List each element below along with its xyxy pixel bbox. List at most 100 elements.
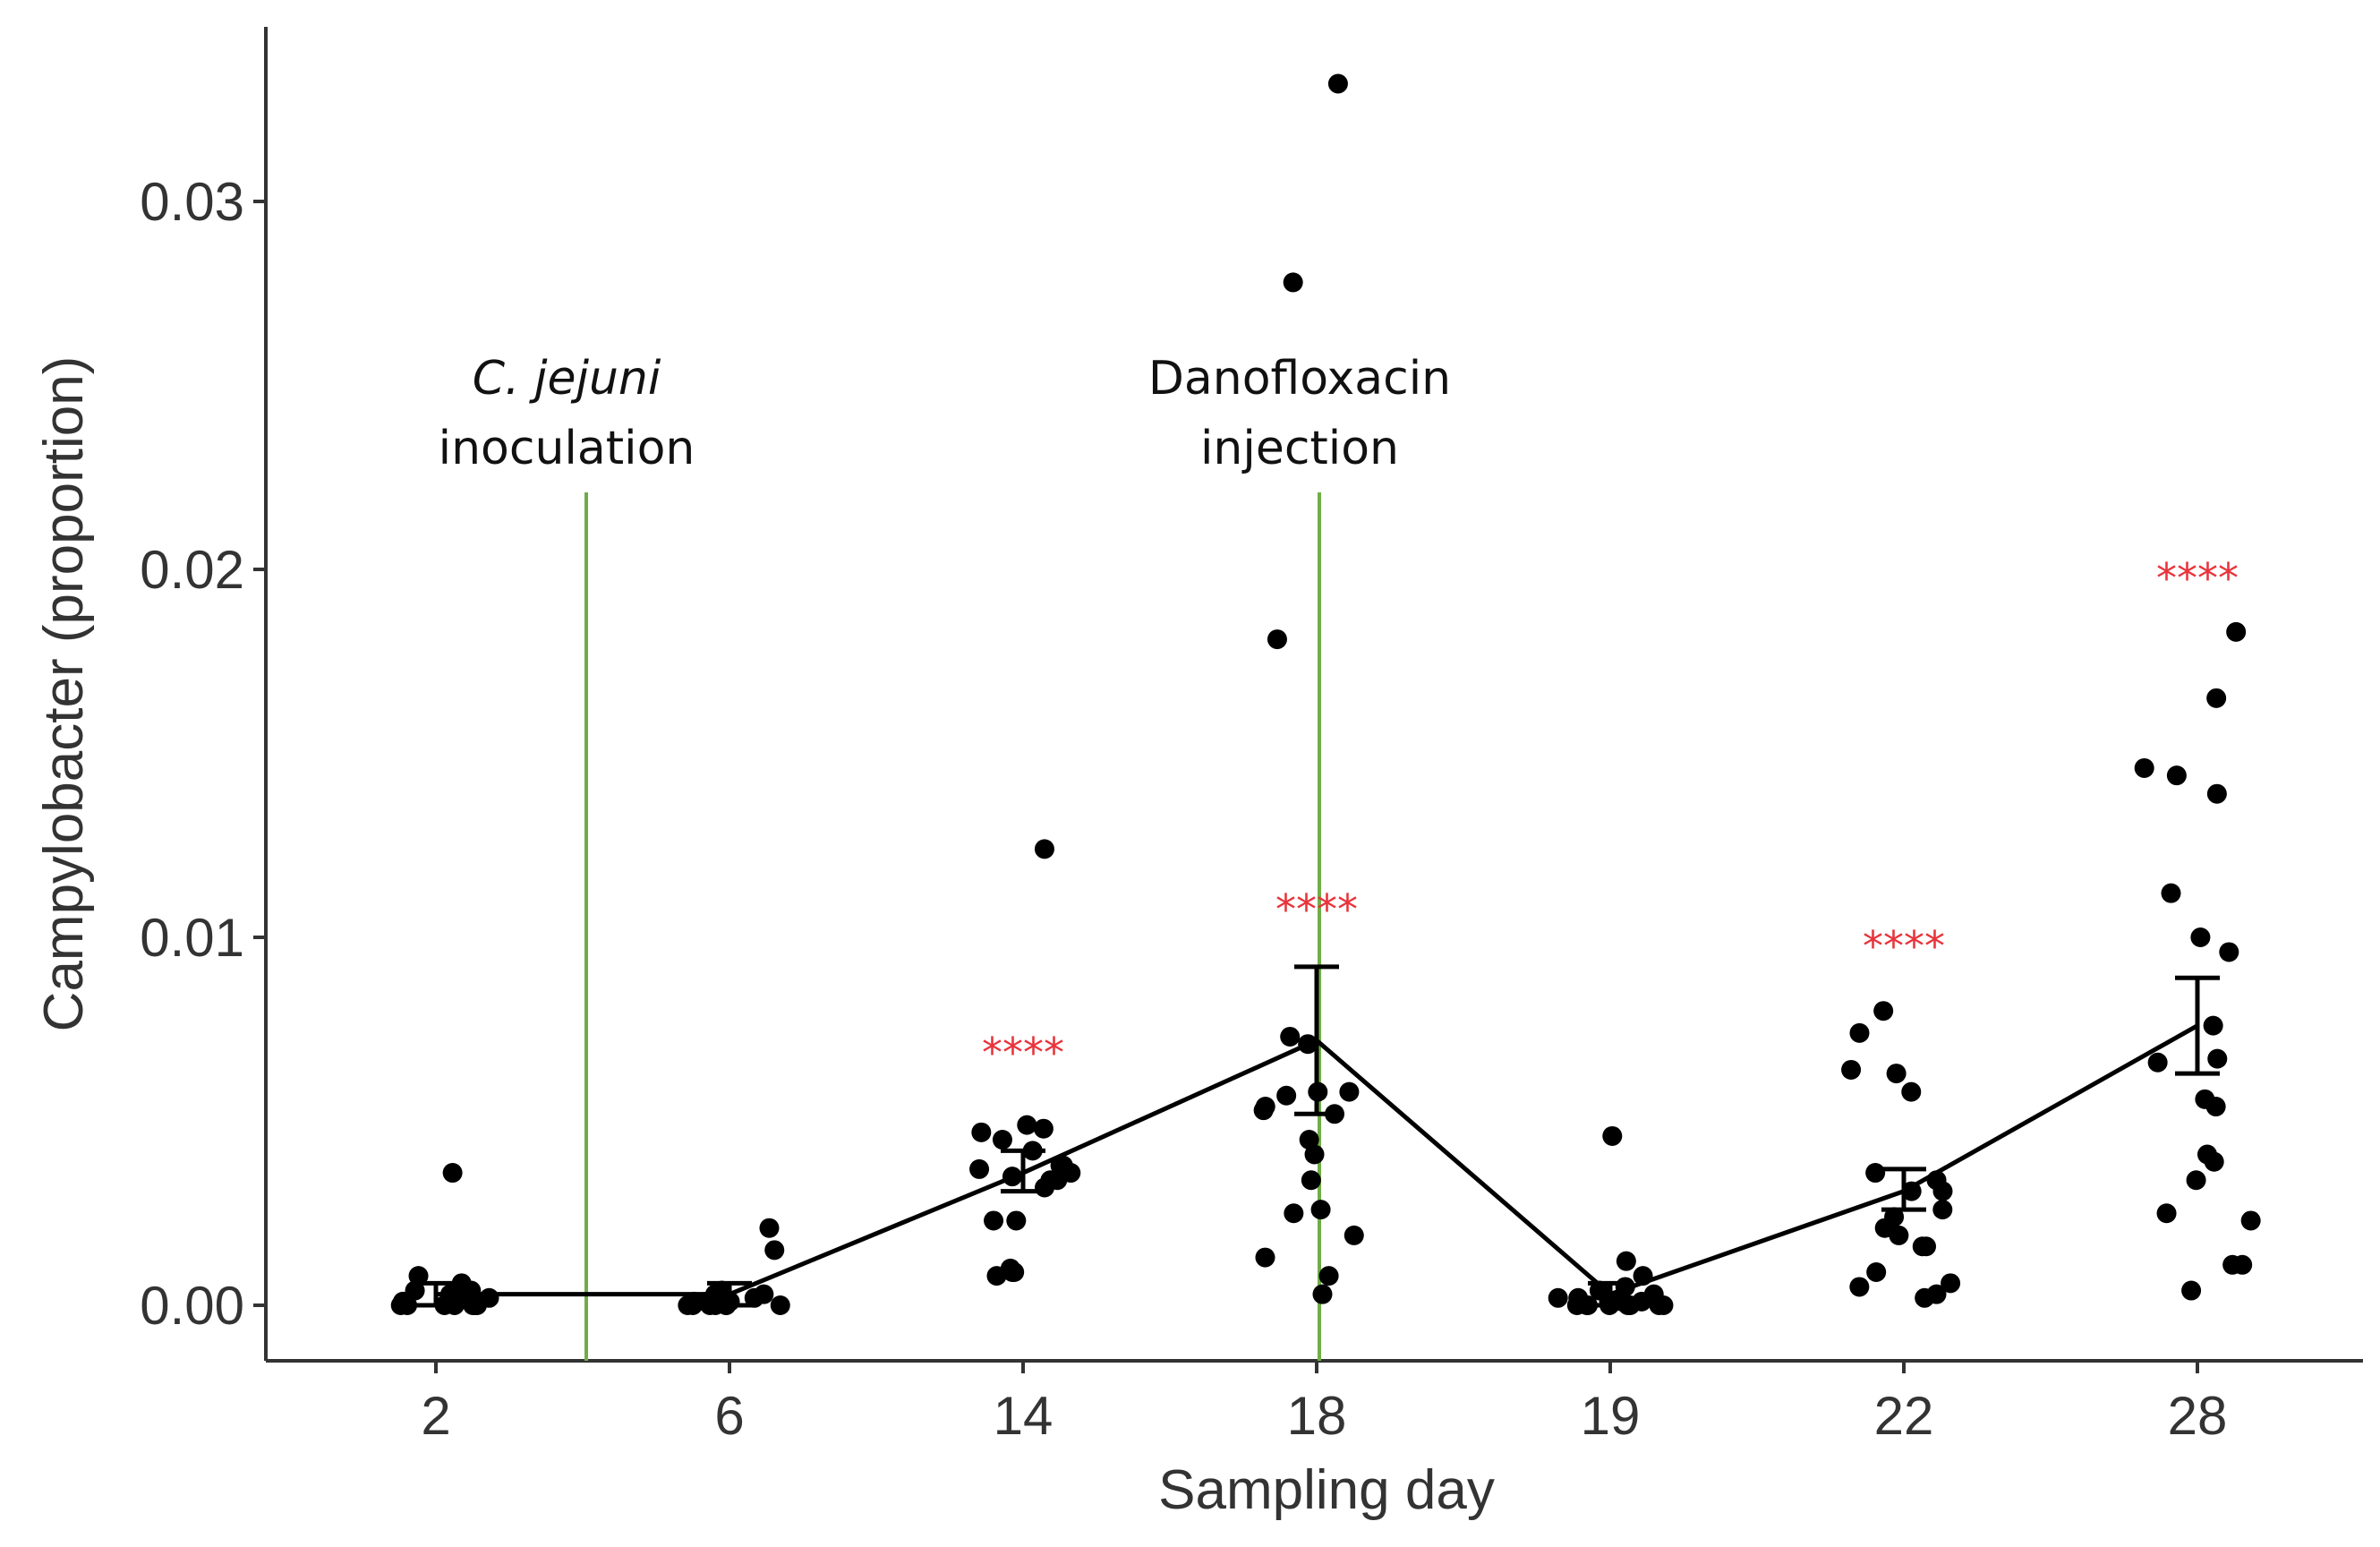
data-point-day-19 [1566,1295,1587,1315]
data-point-day-14 [1017,1115,1037,1135]
data-point-day-18 [1310,1200,1331,1220]
data-point-day-22 [1841,1059,1862,1080]
y-tick-label: 0.02 [140,540,244,600]
annotations: C. jejuni inoculation Danofloxacin injectio… [439,352,1451,475]
data-point-day-18 [1318,1266,1339,1286]
significance-day-18: **** [1275,885,1358,934]
data-point-day-19 [1616,1251,1636,1271]
data-point-day-2 [442,1163,463,1184]
data-point-day-18 [1255,1247,1275,1268]
data-point-day-19 [1632,1291,1652,1312]
data-point-day-18 [1301,1170,1321,1191]
data-point-day-14 [1035,1177,1055,1198]
data-point-day-22 [1866,1262,1887,1283]
annotation-inoculation-line2: inoculation [439,422,695,475]
data-point-day-18 [1339,1081,1360,1102]
x-tick-label: 2 [421,1386,450,1446]
x-ticks: 2 6 14 18 19 22 28 [421,1361,2227,1446]
y-tick-label: 0.00 [140,1276,244,1336]
data-point-day-18 [1344,1225,1364,1245]
data-point-day-28 [2240,1210,2261,1231]
data-point-day-18 [1283,272,1303,293]
data-point-day-14 [1004,1262,1025,1283]
data-point-day-28 [2206,688,2227,708]
data-point-day-14 [1006,1210,1027,1231]
data-point-day-28 [2204,1151,2224,1172]
data-point-day-18 [1284,1203,1304,1224]
data-point-day-28 [2206,783,2227,804]
x-tick-label: 18 [1287,1386,1347,1446]
data-point-day-28 [2232,1254,2253,1275]
data-point-day-28 [2190,927,2211,947]
data-point-day-28 [2156,1203,2177,1224]
x-tick-label: 22 [1874,1386,1934,1446]
data-point-day-14 [969,1158,990,1179]
data-point-day-19 [1589,1280,1609,1301]
x-tick-label: 19 [1581,1386,1641,1446]
data-point-day-2 [408,1266,429,1286]
data-point-day-22 [1849,1022,1870,1043]
data-point-day-14 [971,1122,992,1142]
data-point-day-28 [2207,1048,2228,1069]
data-point-day-28 [2226,621,2247,642]
x-tick-label: 28 [2168,1386,2228,1446]
y-ticks: 0.00 0.01 0.02 0.03 [140,172,266,1336]
significance-day-22: **** [1863,922,1945,970]
data-point-day-19 [1653,1295,1674,1315]
data-point-day-22 [1926,1284,1947,1304]
data-point-day-18 [1280,1026,1301,1047]
axes [264,27,2363,1363]
annotation-injection-line2: injection [1200,422,1399,475]
data-point-day-28 [2195,1089,2215,1109]
data-point-day-22 [1849,1277,1870,1297]
data-point-day-22 [1865,1163,1886,1184]
data-point-day-6 [759,1218,780,1238]
data-point-day-6 [770,1295,790,1315]
data-point-day-22 [1932,1200,1953,1220]
data-point-day-28 [2186,1170,2206,1191]
data-point-day-18 [1267,629,1287,650]
annotation-inoculation-line1: C. jejuni [473,352,661,406]
data-point-day-22 [1916,1236,1937,1257]
data-points [390,73,2261,1315]
data-point-day-18 [1327,73,1348,94]
data-point-day-22 [1901,1081,1922,1102]
data-point-day-28 [2203,1015,2223,1036]
event-lines [584,492,1321,1361]
data-point-day-28 [2161,883,2181,903]
y-tick-label: 0.01 [140,908,244,968]
significance-markers: **** **** **** **** [982,554,2239,1077]
data-point-day-18 [1312,1284,1333,1304]
data-point-day-14 [1034,839,1054,859]
x-axis-title: Sampling day [1158,1459,1495,1521]
data-point-day-22 [1874,1218,1895,1238]
data-point-day-14 [1061,1163,1081,1184]
data-point-day-28 [2219,942,2239,962]
data-point-day-2 [463,1295,483,1315]
x-tick-label: 14 [994,1386,1054,1446]
data-point-day-14 [984,1210,1004,1231]
data-point-day-28 [2134,757,2154,778]
data-point-day-28 [2181,1280,2202,1301]
data-point-day-22 [1941,1273,1961,1294]
data-point-day-6 [682,1295,703,1315]
data-point-day-19 [1548,1287,1568,1308]
data-point-day-2 [395,1291,415,1312]
significance-day-28: **** [2156,554,2239,603]
data-point-day-14 [992,1130,1012,1150]
data-point-day-19 [1602,1125,1623,1146]
x-tick-label: 6 [714,1386,744,1446]
significance-day-14: **** [982,1029,1064,1077]
data-point-day-22 [1886,1064,1907,1084]
data-point-day-28 [2147,1052,2168,1073]
data-point-day-14 [1033,1118,1054,1139]
data-point-day-18 [1276,1085,1297,1106]
y-axis-title: Campylobacter (proportion) [33,356,95,1032]
data-point-day-18 [1253,1100,1274,1121]
data-point-day-28 [2166,765,2187,786]
data-point-day-6 [754,1284,774,1304]
error-bars [414,964,2220,1308]
annotation-injection-line1: Danofloxacin [1148,352,1451,406]
data-point-day-18 [1304,1144,1325,1165]
